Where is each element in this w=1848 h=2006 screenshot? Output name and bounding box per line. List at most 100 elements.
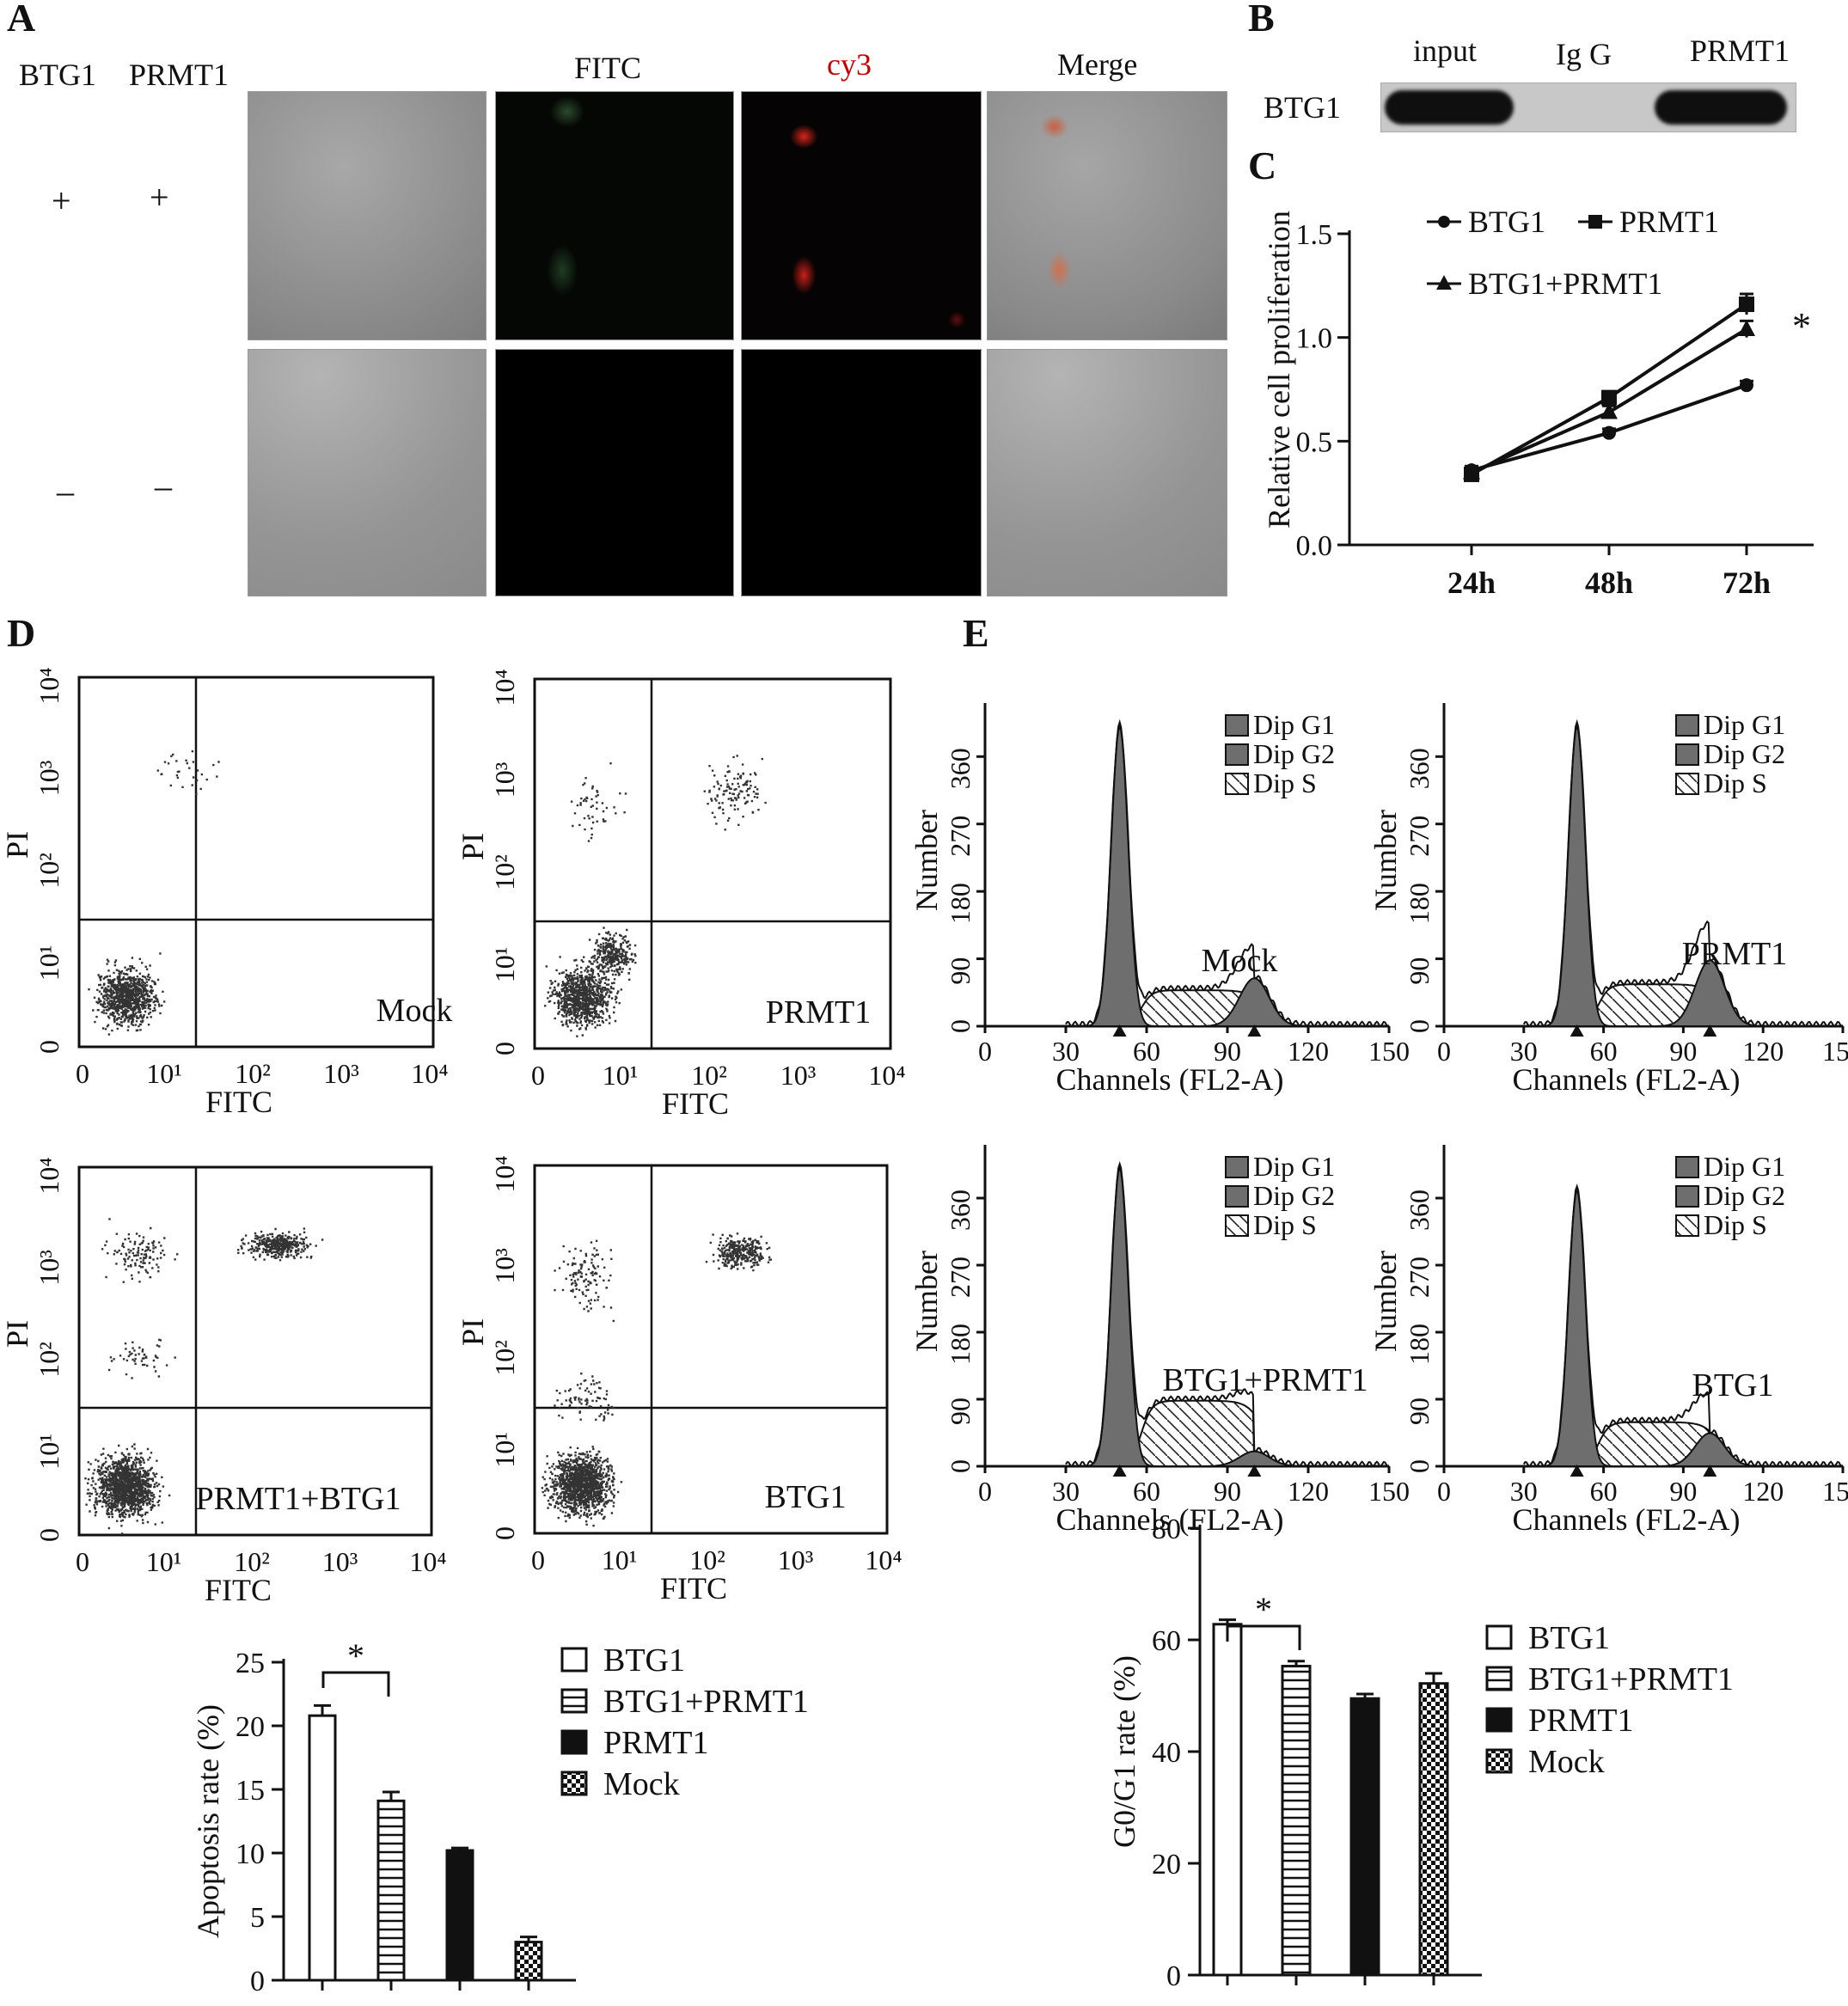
western-blot-strip xyxy=(1380,83,1796,132)
bar-ytick-label: 5 xyxy=(250,1902,265,1934)
merge-image-positive xyxy=(987,91,1227,340)
c-point-square xyxy=(1739,297,1754,313)
e-legend-swatch xyxy=(1675,714,1699,737)
e-sample-label: BTG1+PRMT1 xyxy=(1163,1362,1368,1398)
fitc-image-negative xyxy=(495,349,734,596)
e-sample-label: PRMT1 xyxy=(1682,936,1787,972)
bar-1 xyxy=(376,1799,406,1982)
e-legend-label: Dip G2 xyxy=(1704,1180,1785,1211)
bar-ytick-label: 15 xyxy=(236,1775,265,1807)
e-legend-label: Dip G2 xyxy=(1704,738,1785,769)
e-xtick-label: 150 xyxy=(1822,1036,1848,1067)
e-x-label: Channels (FL2-A) xyxy=(1056,1502,1284,1537)
c-legend-label: BTG1+PRMT1 xyxy=(1468,266,1662,301)
d-y-label: PI xyxy=(456,833,490,860)
e-xtick-label: 90 xyxy=(1214,1036,1241,1067)
d-scatter-events xyxy=(88,750,220,1036)
lane-label-prmt1: PRMT1 xyxy=(1690,34,1790,68)
e-legend-label: Dip G1 xyxy=(1704,1151,1785,1182)
merge-image-negative xyxy=(987,349,1227,596)
d-scatter-events xyxy=(544,755,767,1037)
e-ytick-label: 90 xyxy=(1404,957,1435,985)
d-ytick-label: 10⁴ xyxy=(489,1155,520,1192)
e-x-label: Channels (FL2-A) xyxy=(1056,1062,1284,1097)
e-ytick-label: 180 xyxy=(1404,883,1435,924)
d-ytick-label: 10¹ xyxy=(489,947,520,983)
c-ytick-label: 1.0 xyxy=(1296,323,1333,355)
brightfield-image-positive xyxy=(248,91,486,340)
bar-3 xyxy=(514,1941,543,1982)
d-xtick-label: 10¹ xyxy=(146,1058,182,1089)
bar-ytick-label: 20 xyxy=(1152,1849,1181,1881)
e-legend-swatch xyxy=(1225,1214,1249,1237)
e-ytick-label: 360 xyxy=(945,1190,976,1231)
d-scatter-events xyxy=(541,1232,772,1527)
e-total-trace xyxy=(1522,719,1844,1028)
e-xtick-label: 120 xyxy=(1288,1036,1329,1067)
e-peak-marker xyxy=(1247,1465,1262,1477)
bar-ytick-label: 0 xyxy=(1166,1960,1181,1992)
e-peak-marker xyxy=(1112,1024,1127,1037)
c-point-square xyxy=(1601,389,1617,406)
e-xtick-label: 120 xyxy=(1742,1476,1784,1507)
c-xtick-label: 24h xyxy=(1447,566,1496,600)
bar-legend-swatch xyxy=(560,1647,588,1673)
panel-label-b: B xyxy=(1248,0,1275,40)
c-legend-label: BTG1 xyxy=(1468,205,1545,239)
e-ytick-label: 180 xyxy=(1404,1324,1435,1365)
e-xtick-label: 90 xyxy=(1669,1036,1697,1067)
d-xtick-label: 10⁴ xyxy=(865,1544,902,1575)
e-peak-marker xyxy=(1570,1465,1584,1477)
e-ytick-label: 0 xyxy=(1404,1019,1435,1033)
col-header-merge: Merge xyxy=(1057,47,1138,82)
e-ytick-label: 90 xyxy=(1404,1397,1435,1425)
blot-row-label: BTG1 xyxy=(1264,90,1341,125)
e-y-label: Number xyxy=(1368,810,1403,911)
e-ytick-label: 360 xyxy=(1404,1190,1435,1231)
c-series-line-1 xyxy=(1471,303,1748,476)
e-y-label: Number xyxy=(909,810,944,911)
d-ytick-label: 10² xyxy=(489,854,520,890)
d-ytick-label: 10⁴ xyxy=(34,667,64,704)
d-ytick-label: 10⁴ xyxy=(34,1157,64,1194)
e-legend-label: Dip G1 xyxy=(1253,709,1335,740)
bar-y-label: Apoptosis rate (%) xyxy=(191,1704,225,1938)
e-peak-marker xyxy=(1703,1465,1717,1477)
bar-0 xyxy=(308,1714,337,1982)
e-peak-marker xyxy=(1703,1024,1717,1037)
panel-label-d: D xyxy=(7,611,36,655)
e-ytick-label: 90 xyxy=(945,957,976,985)
d-xtick-label: 10³ xyxy=(322,1546,358,1577)
e-legend-label: Dip S xyxy=(1704,1209,1767,1240)
e-legend-swatch xyxy=(1225,773,1249,795)
sign-minus-prmt1: – xyxy=(155,467,172,505)
d-xtick-label: 10² xyxy=(691,1060,727,1091)
e-xtick-label: 90 xyxy=(1669,1476,1697,1507)
bar-legend-label: BTG1+PRMT1 xyxy=(603,1684,809,1720)
d-sample-label: BTG1 xyxy=(765,1479,847,1515)
d-y-label: PI xyxy=(0,831,34,859)
c-xtick-label: 72h xyxy=(1723,566,1771,600)
e-peak-marker xyxy=(1570,1024,1584,1037)
d-ytick-label: 10³ xyxy=(34,1250,64,1286)
d-xtick-label: 10¹ xyxy=(602,1544,638,1575)
e-legend-label: Dip S xyxy=(1253,768,1317,798)
e-legend-swatch xyxy=(1675,773,1699,795)
bar-legend-label: PRMT1 xyxy=(603,1725,708,1761)
e-legend-label: Dip G1 xyxy=(1704,709,1785,740)
e-legend-swatch xyxy=(1675,1156,1699,1178)
brightfield-image-negative xyxy=(248,349,486,596)
row-header-btg1: BTG1 xyxy=(19,58,96,92)
d-xtick-label: 0 xyxy=(76,1058,89,1089)
bar-ytick-label: 80 xyxy=(1152,1514,1181,1545)
d-x-label: FITC xyxy=(660,1571,727,1605)
d-sample-label: PRMT1 xyxy=(766,994,871,1031)
e-ytick-label: 270 xyxy=(1404,816,1435,857)
row-header-prmt1: PRMT1 xyxy=(129,58,229,92)
d-xtick-label: 10³ xyxy=(323,1058,359,1089)
d-ytick-label: 10⁴ xyxy=(489,669,520,706)
bar-ytick-label: 0 xyxy=(250,1966,265,1997)
bar-legend-swatch xyxy=(560,1729,588,1755)
e-ytick-label: 360 xyxy=(945,748,976,789)
d-ytick-label: 10³ xyxy=(34,761,64,797)
